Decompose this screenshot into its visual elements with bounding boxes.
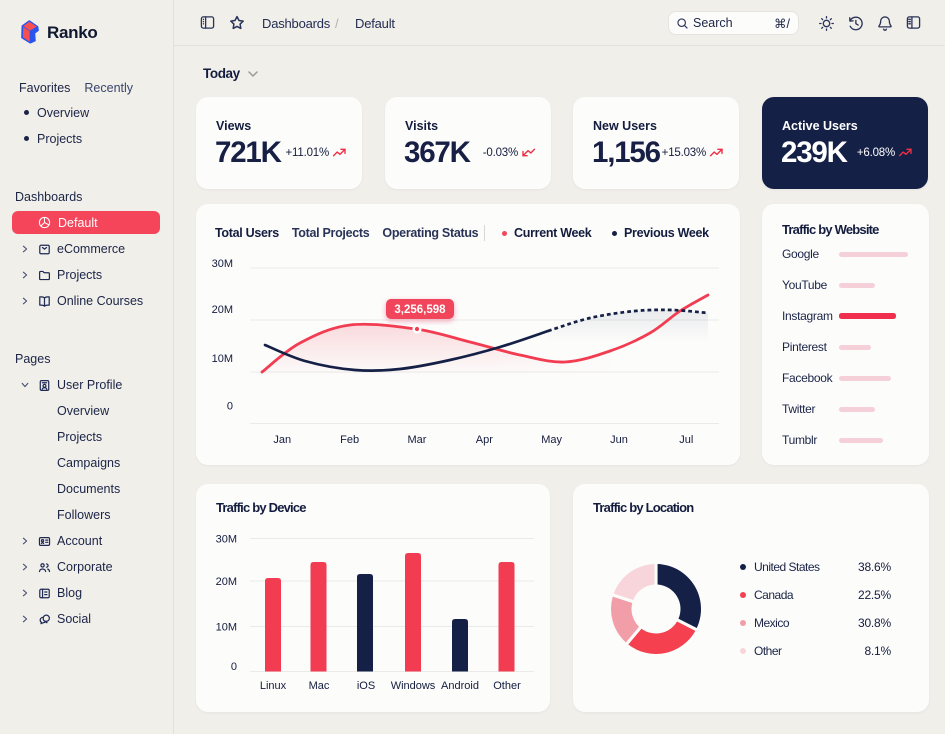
svg-text:Jun: Jun — [610, 434, 628, 446]
svg-text:0: 0 — [227, 401, 233, 413]
svg-text:Mar: Mar — [408, 434, 427, 446]
svg-text:iOS: iOS — [357, 680, 375, 692]
svg-text:3,256,598: 3,256,598 — [394, 304, 446, 316]
svg-text:10M: 10M — [216, 622, 237, 634]
svg-text:Windows: Windows — [391, 680, 436, 692]
svg-text:0: 0 — [231, 661, 237, 673]
svg-text:Feb: Feb — [340, 434, 359, 446]
svg-text:30M: 30M — [216, 534, 237, 546]
svg-text:30M: 30M — [212, 258, 233, 270]
svg-text:Apr: Apr — [476, 434, 493, 446]
svg-text:10M: 10M — [212, 353, 233, 365]
svg-text:May: May — [541, 434, 562, 446]
svg-text:20M: 20M — [216, 576, 237, 588]
svg-text:Linux: Linux — [260, 680, 287, 692]
svg-text:Android: Android — [441, 680, 479, 692]
svg-text:Other: Other — [493, 680, 521, 692]
svg-text:Jul: Jul — [679, 434, 693, 446]
svg-text:Mac: Mac — [309, 680, 330, 692]
svg-text:20M: 20M — [212, 304, 233, 316]
svg-text:Jan: Jan — [273, 434, 291, 446]
